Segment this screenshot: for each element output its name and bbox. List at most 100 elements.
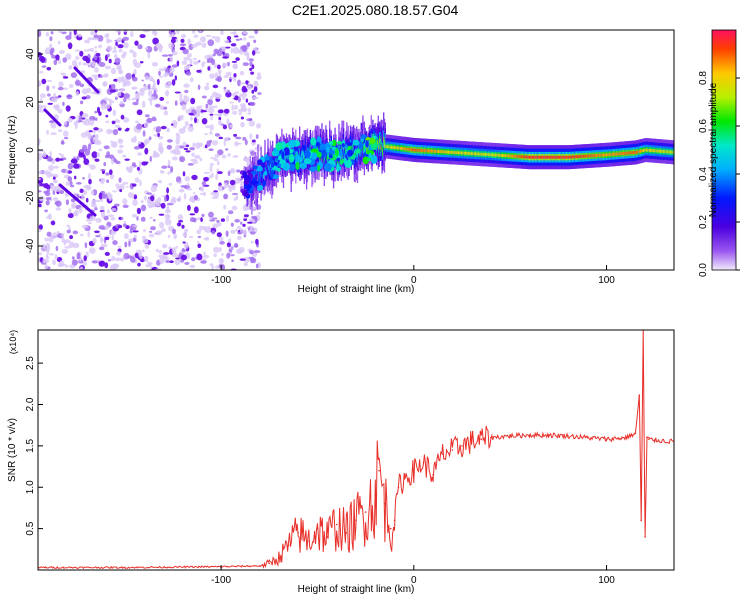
noise-blob — [46, 66, 52, 71]
noise-blob — [191, 174, 198, 181]
ridge-cell — [395, 146, 397, 150]
noise-blob — [58, 152, 62, 156]
ridge-cell — [299, 151, 301, 156]
noise-blob — [237, 79, 241, 87]
noise-blob — [94, 110, 98, 114]
noise-blob — [215, 173, 219, 181]
noise-blob — [123, 117, 130, 123]
ridge-blob — [334, 148, 339, 157]
noise-blob — [142, 130, 146, 137]
noise-blob — [48, 253, 55, 256]
noise-blob — [158, 70, 161, 76]
ridge-cell — [301, 153, 303, 158]
ridge-cell — [449, 150, 451, 154]
ridge-cell — [513, 154, 515, 158]
noise-blob — [62, 157, 67, 160]
ridge-cell — [648, 148, 650, 152]
noise-blob — [63, 130, 69, 137]
ridge-blob — [355, 149, 361, 154]
ridge-blob — [263, 171, 268, 176]
noise-blob — [141, 79, 144, 82]
ridge-cell — [578, 155, 581, 158]
noise-blob — [122, 223, 127, 227]
noise-blob — [62, 57, 67, 63]
noise-blob — [184, 242, 189, 250]
noise-blob — [233, 31, 237, 37]
noise-blob — [158, 179, 162, 184]
noise-blob — [209, 219, 216, 222]
ridge-cell — [390, 145, 393, 149]
ridge-blob — [368, 152, 372, 160]
noise-blob — [75, 56, 80, 60]
noise-blob — [156, 78, 160, 86]
noise-blob — [123, 81, 127, 86]
ridge-cell — [615, 152, 618, 156]
noise-blob — [151, 30, 156, 35]
ridge-cell — [612, 152, 615, 156]
ridge-blob — [250, 170, 258, 175]
noise-blob — [207, 39, 215, 47]
y-tick-label: 2.0 — [25, 397, 36, 411]
ridge-cell — [326, 155, 329, 160]
ridge-cell — [514, 154, 517, 158]
noise-blob — [114, 124, 120, 128]
snr-point — [287, 544, 290, 546]
noise-blob — [251, 215, 258, 219]
ridge-cell — [567, 155, 569, 159]
noise-blob — [194, 113, 200, 118]
noise-blob — [61, 139, 64, 145]
noise-blob — [117, 138, 124, 144]
noise-blob — [161, 228, 166, 233]
ridge-blob — [261, 162, 266, 169]
ridge-cell — [600, 153, 602, 157]
noise-blob — [199, 225, 203, 232]
snr-point — [451, 449, 454, 451]
ridge-cell — [625, 151, 628, 155]
ridge-cell — [487, 153, 489, 156]
noise-blob — [73, 163, 80, 169]
noise-blob — [81, 224, 89, 229]
ridge-cell — [651, 149, 653, 152]
ridge-cell — [366, 147, 369, 153]
noise-blob — [219, 240, 225, 245]
ridge-cell — [518, 155, 521, 158]
snr-point — [345, 532, 348, 534]
ridge-blob — [257, 185, 264, 191]
ridge-cell — [320, 155, 322, 160]
noise-blob — [246, 52, 250, 59]
ridge-cell — [506, 154, 508, 158]
ridge-cell — [611, 153, 613, 156]
ridge-cell — [502, 154, 504, 157]
noise-blob — [211, 196, 219, 199]
snr-point — [528, 434, 531, 436]
noise-blob — [170, 30, 175, 33]
ridge-cell — [672, 150, 674, 154]
ridge-cell — [393, 146, 395, 149]
ridge-cell — [384, 139, 386, 144]
ridge-cell — [564, 155, 567, 159]
noise-blob — [201, 62, 205, 68]
noise-blob — [55, 207, 62, 211]
ridge-cell — [457, 151, 460, 155]
ridge-cell — [635, 150, 638, 154]
noise-blob — [58, 50, 65, 54]
noise-blob — [249, 231, 256, 235]
noise-blob — [190, 97, 196, 105]
ridge-cell — [433, 149, 435, 153]
snr-point — [297, 532, 300, 534]
ridge-cell — [514, 154, 516, 158]
snr-point — [644, 536, 646, 538]
ridge-cell — [493, 153, 495, 157]
noise-blob — [49, 48, 53, 56]
ridge-cell — [483, 152, 485, 156]
noise-blob — [115, 41, 118, 46]
noise-blob — [115, 96, 118, 101]
ridge-blob — [257, 159, 263, 166]
noise-blob — [43, 170, 50, 175]
snr-x-label: Height of straight line (km) — [298, 584, 415, 595]
noise-blob — [235, 228, 239, 232]
noise-blob — [96, 259, 102, 262]
spectrogram-x-axis: -100 0 100 — [211, 265, 615, 286]
noise-blob — [169, 260, 174, 264]
